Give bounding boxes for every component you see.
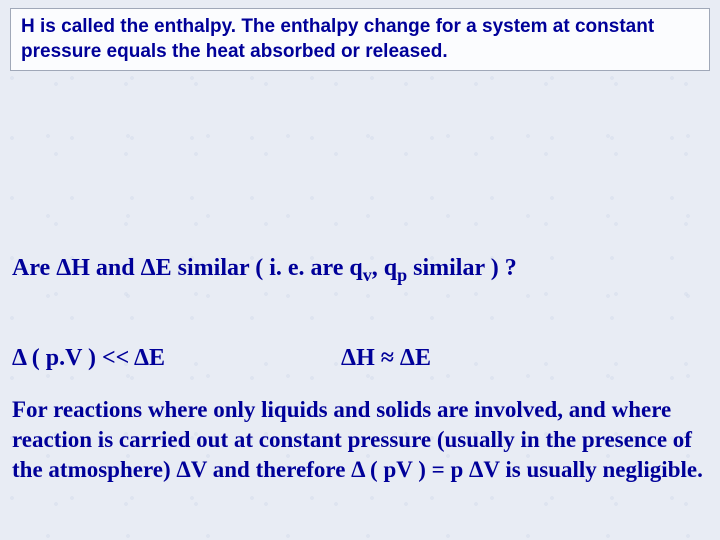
explanation-paragraph: For reactions where only liquids and sol…	[12, 395, 708, 485]
equation-line: Δ ( p.V ) << ΔE ΔH ≈ ΔE	[12, 345, 431, 372]
question-prefix: Are ΔH and ΔE similar ( i. e. are q	[12, 255, 363, 281]
definition-text: H is called the enthalpy. The enthalpy c…	[21, 15, 699, 64]
question-suffix: similar ) ?	[407, 255, 517, 281]
equation-1: Δ ( p.V ) << ΔE	[12, 345, 165, 372]
subscript-p: p	[397, 265, 407, 285]
subscript-v: v	[363, 265, 372, 285]
question-mid: , q	[372, 255, 397, 281]
definition-box: H is called the enthalpy. The enthalpy c…	[10, 8, 710, 71]
question-line: Are ΔH and ΔE similar ( i. e. are qv, qp…	[12, 255, 517, 286]
equation-2: ΔH ≈ ΔE	[341, 345, 431, 372]
